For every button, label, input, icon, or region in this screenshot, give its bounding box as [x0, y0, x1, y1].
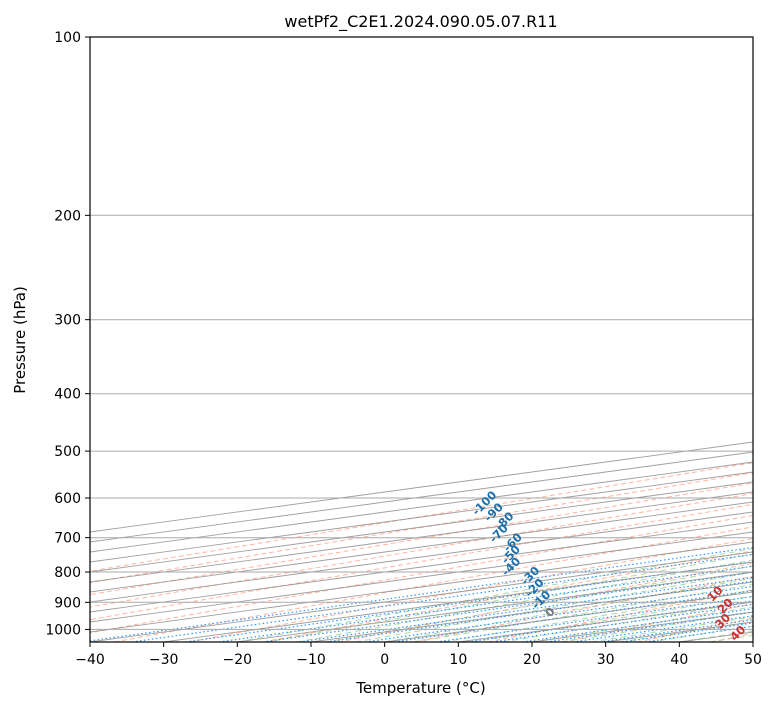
isotherm-line [90, 461, 753, 553]
y-tick-label: 500 [54, 444, 81, 460]
isotherm-line [752, 641, 753, 642]
x-tick-label: 10 [449, 652, 467, 668]
mixing-ratio-line [299, 576, 753, 642]
isotherm-line [90, 501, 753, 593]
isotherms [90, 441, 753, 642]
x-tick-label: −10 [296, 652, 326, 668]
y-tick-label: 300 [54, 313, 81, 329]
isotherm-line [90, 491, 753, 583]
mixing-ratio-line [365, 585, 753, 642]
isobars [90, 37, 753, 630]
y-tick-label: 200 [54, 208, 81, 224]
x-tick-label: 30 [597, 652, 615, 668]
y-tick-label: 400 [54, 387, 81, 403]
y-tick-label: 900 [54, 595, 81, 611]
isotherm-line [90, 521, 753, 613]
y-tick-label: 1000 [45, 622, 81, 638]
x-tick-label: 0 [380, 652, 389, 668]
y-axis-title: Pressure (hPa) [11, 286, 29, 394]
y-tick-label: 800 [54, 565, 81, 581]
y-tick-label: 600 [54, 491, 81, 507]
dry-adiabat-label: 40 [727, 623, 748, 644]
chart-title: wetPf2_C2E1.2024.090.05.07.R11 [284, 12, 557, 32]
y-tick-label: 700 [54, 531, 81, 547]
isotherm-line [90, 481, 753, 573]
x-tick-label: 40 [670, 652, 688, 668]
isotherm-line [90, 511, 753, 603]
x-tick-label: −40 [75, 652, 105, 668]
plot-frame [89, 36, 754, 643]
isotherm-line [90, 531, 753, 623]
y-tick-label: 100 [54, 30, 81, 46]
isotherm-line [90, 471, 753, 563]
x-tick-label: 20 [523, 652, 541, 668]
x-axis: −40 −30 −20 −10 0 10 20 30 40 50 [75, 642, 762, 668]
x-tick-label: −20 [223, 652, 253, 668]
plot-background [90, 37, 753, 642]
isotherm-line [90, 451, 753, 543]
x-axis-title: Temperature (°C) [355, 679, 485, 697]
x-tick-label: −30 [149, 652, 179, 668]
y-axis: 100 200 300 400 500 600 700 800 900 1000 [45, 30, 90, 638]
x-tick-label: 50 [744, 652, 762, 668]
mixing-ratio-line [90, 546, 753, 642]
mixing-ratio-line [326, 580, 753, 642]
